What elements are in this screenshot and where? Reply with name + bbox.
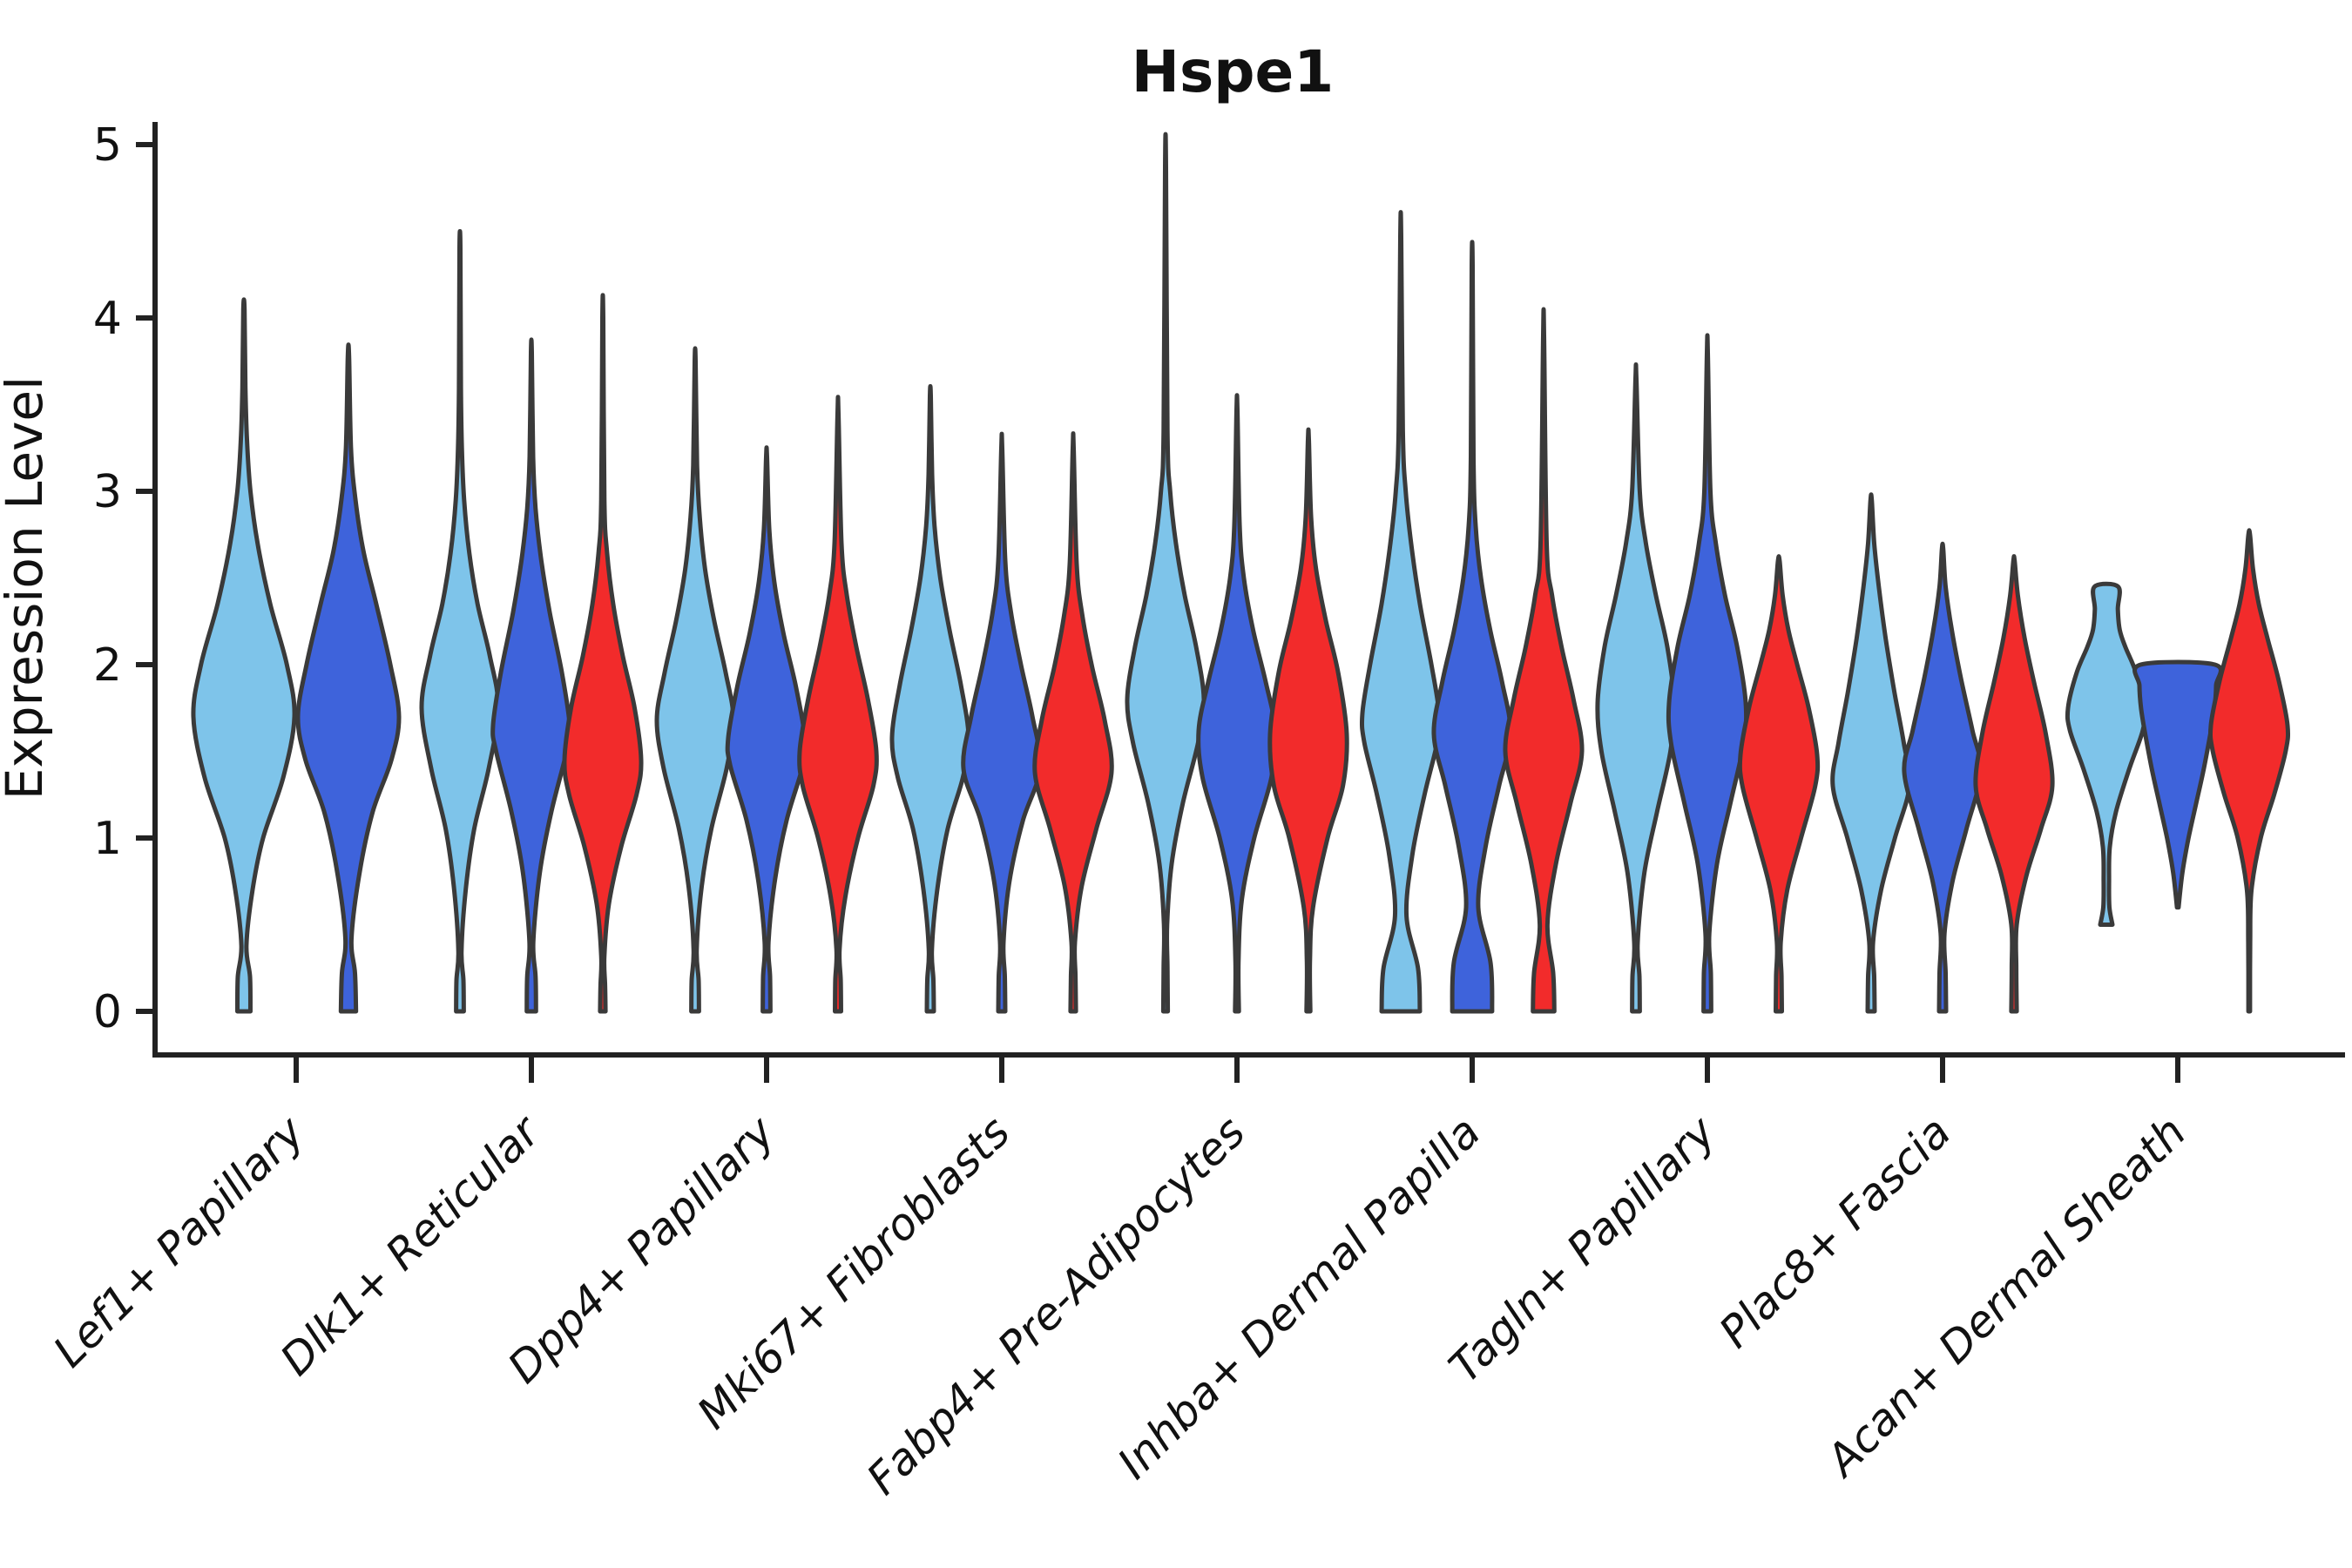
x-tick-label-2: Dlk1+ Reticular [271, 1105, 551, 1385]
violin-cat9-series3 [2207, 528, 2291, 1014]
y-tick-label: 1 [93, 813, 122, 865]
violin-cat2-series2 [490, 337, 572, 1014]
chart-title: Hspe1 [1132, 38, 1334, 105]
y-tick-label: 4 [93, 293, 122, 345]
violin-cat3-series2 [725, 445, 808, 1014]
violin-cat7-series3 [1737, 554, 1821, 1014]
x-tick-label-8: Plac8+ Fascia [1710, 1106, 1961, 1357]
violin-cat9-series2 [2132, 659, 2223, 910]
y-tick-label: 2 [93, 639, 122, 692]
violin-cat3-series3 [797, 395, 879, 1014]
violin-cat4-series1 [889, 383, 971, 1014]
violin-cat5-series1 [1125, 132, 1206, 1014]
violin-cat1-series1 [191, 297, 297, 1014]
violin-cat5-series3 [1267, 427, 1349, 1014]
violin-cat8-series2 [1902, 541, 1984, 1014]
violin-cat1-series2 [295, 342, 402, 1014]
y-axis-label: Expression Level [0, 376, 54, 800]
violin-cat6-series3 [1503, 307, 1585, 1014]
violin-cat8-series1 [1830, 492, 1912, 1014]
violin-cat4-series2 [961, 431, 1043, 1014]
violin-cat2-series1 [419, 229, 501, 1014]
violin-cat6-series1 [1359, 210, 1443, 1014]
y-tick-label: 5 [93, 119, 122, 172]
violin-cat4-series3 [1032, 431, 1114, 1014]
violin-cat7-series1 [1595, 362, 1677, 1014]
x-tick-label-5: Fabp4+ Pre-Adipocytes [857, 1106, 1255, 1504]
violin-cat2-series3 [562, 293, 644, 1014]
violin-cat3-series1 [654, 346, 736, 1014]
y-tick-label: 0 [93, 986, 122, 1038]
violins-layer [191, 132, 2291, 1014]
violin-cat6-series2 [1431, 240, 1513, 1014]
y-tick-label: 3 [93, 466, 122, 518]
violin-cat9-series1 [2065, 581, 2148, 927]
violin-cat7-series2 [1666, 333, 1749, 1014]
violin-cat8-series3 [1973, 554, 2055, 1014]
axis-spines [152, 122, 2345, 1058]
violin-cat5-series2 [1196, 393, 1278, 1014]
x-tick-label-1: Lef1+ Papillary [44, 1105, 314, 1376]
